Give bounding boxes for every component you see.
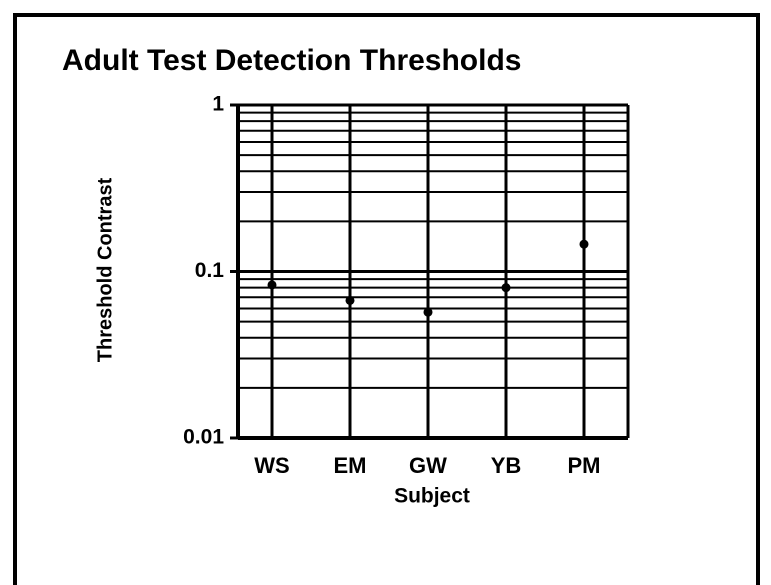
y-tick-label: 0.01 bbox=[183, 426, 224, 449]
x-tick-label: GW bbox=[409, 453, 447, 478]
y-axis-label: Threshold Contrast bbox=[94, 177, 116, 362]
x-tick-label: PM bbox=[568, 453, 601, 478]
data-point bbox=[267, 280, 277, 290]
chart-title: Adult Test Detection Thresholds bbox=[62, 44, 521, 77]
data-point bbox=[345, 295, 355, 305]
x-tick-label: YB bbox=[491, 453, 522, 478]
x-axis-label: Subject bbox=[394, 485, 470, 508]
y-tick-label: 1 bbox=[212, 93, 224, 116]
data-point bbox=[423, 307, 433, 317]
x-tick-label: WS bbox=[254, 453, 289, 478]
y-tick-label: 0.1 bbox=[195, 259, 225, 282]
data-point bbox=[579, 239, 589, 249]
x-tick-label: EM bbox=[334, 453, 367, 478]
data-point bbox=[501, 283, 511, 293]
frame bbox=[13, 13, 760, 585]
